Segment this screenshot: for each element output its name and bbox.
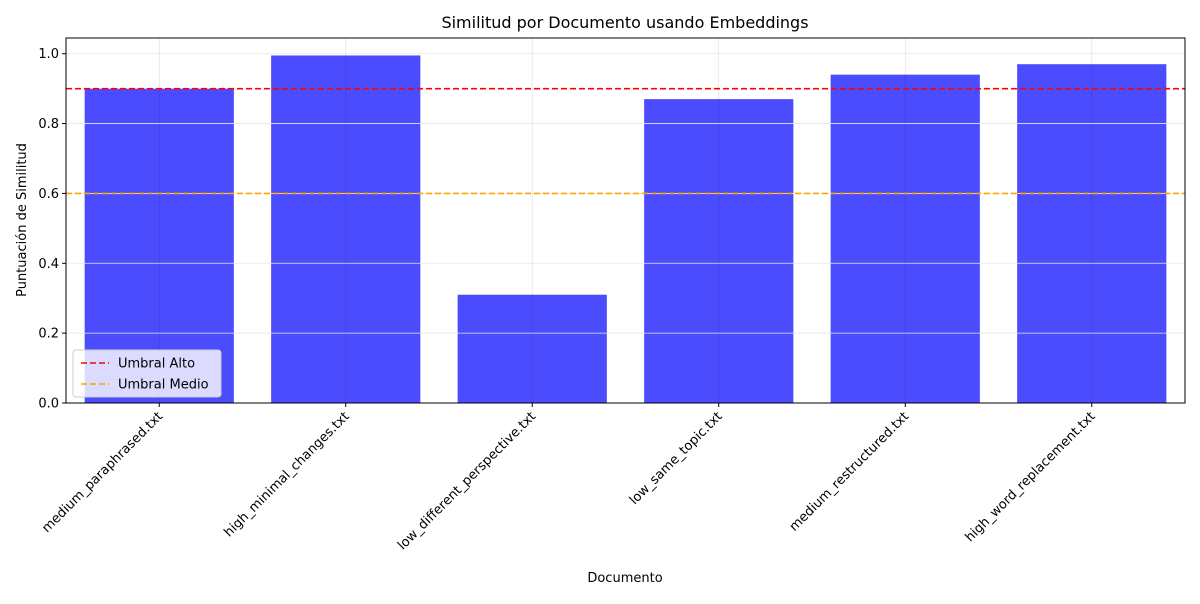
- bars-layer: [84, 55, 1167, 404]
- y-tick-label: 1.0: [38, 47, 59, 62]
- x-tick-label: low_same_topic.txt: [627, 409, 726, 508]
- plot-frame: [65, 37, 1186, 404]
- reference-lines-layer: [66, 87, 1185, 195]
- y-tick-label: 0.4: [38, 257, 59, 272]
- legend: Umbral Alto Umbral Medio: [72, 349, 222, 398]
- y-tick-label: 0.0: [38, 397, 59, 412]
- bar: [830, 74, 980, 403]
- x-tick-label: medium_paraphrased.txt: [39, 409, 166, 536]
- x-axis-label: Documento: [587, 571, 662, 586]
- x-tick-label: high_minimal_changes.txt: [222, 409, 353, 540]
- y-axis-label: Puntuación de Similitud: [15, 143, 30, 297]
- bar: [457, 294, 607, 403]
- x-axis: medium_paraphrased.txt high_minimal_chang…: [39, 403, 1099, 553]
- legend-box: [72, 349, 222, 398]
- y-axis: 0.0 0.2 0.4 0.6 0.8 1.0: [38, 47, 66, 412]
- bar: [644, 99, 794, 404]
- y-tick-label: 0.2: [38, 327, 59, 342]
- y-tick-label: 0.8: [38, 117, 59, 132]
- legend-label: Umbral Medio: [118, 378, 209, 393]
- legend-label: Umbral Alto: [118, 357, 195, 372]
- x-tick-label: medium_restructured.txt: [787, 409, 912, 534]
- x-tick-label: low_different_perspective.txt: [395, 409, 539, 553]
- chart-title: Similitud por Documento usando Embedding…: [441, 13, 808, 32]
- y-tick-label: 0.6: [38, 187, 59, 202]
- bar: [271, 55, 421, 404]
- bar: [1017, 64, 1167, 404]
- x-tick-label: high_word_replacement.txt: [963, 409, 1099, 545]
